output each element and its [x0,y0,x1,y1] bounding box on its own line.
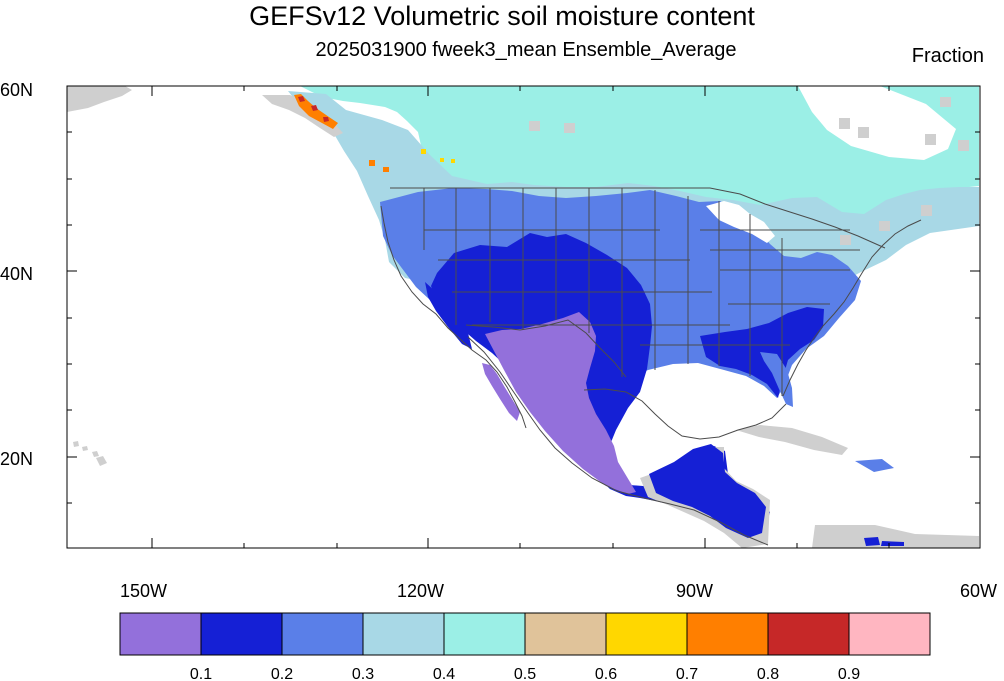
us-darkblue-core [431,233,770,540]
axis-labels: 60N 40N 20N 150W 120W 90W 60W [0,80,997,601]
us-mexico-border [465,319,627,378]
greatlakes-void [706,201,775,243]
states-grid [423,188,860,396]
lat-label-60n: 60N [0,80,33,100]
plot-border [66,85,981,549]
south-america-gray-strip [812,525,979,548]
map-subtitle: 2025031900 fweek3_mean Ensemble_Average [315,39,737,61]
yucatan-darkblue [649,444,766,538]
lon-label-90w: 90W [676,581,713,601]
cuba-island [736,425,848,455]
west-coastline [380,205,527,429]
northern-gray-blocks [529,97,969,245]
gulf-coastline [583,388,787,440]
lat-label-40n: 40N [0,264,33,284]
mexico-violet-region [485,312,636,494]
alaska-southeast-land [262,95,343,137]
baja-violet-region [482,363,520,421]
south-america-blue-bits [864,537,904,546]
bc-hotspot-1 [369,160,389,172]
hawaii-islands [73,441,107,466]
mexico-outline [467,336,769,546]
boundaries-layer [380,187,922,546]
map-title: GEFSv12 Volumetric soil moisture content [249,1,755,31]
west-coast-darkblue [425,282,472,349]
lat-label-20n: 20N [0,449,33,469]
lon-label-150w: 150W [120,581,167,601]
units-label: Fraction [911,45,984,67]
alaska-west-land [67,86,132,112]
axis-ticks [67,85,980,548]
atlantic-coastline [782,219,922,397]
hispaniola-island [855,459,894,472]
lon-label-120w: 120W [397,581,444,601]
lon-label-60w: 60W [960,581,997,601]
florida-blue [760,352,793,407]
hudson-bay-void [798,86,956,160]
bc-hotspot-2 [421,149,455,163]
alaska-hotspot-red [298,96,329,122]
canada-cyan-region [300,86,979,226]
